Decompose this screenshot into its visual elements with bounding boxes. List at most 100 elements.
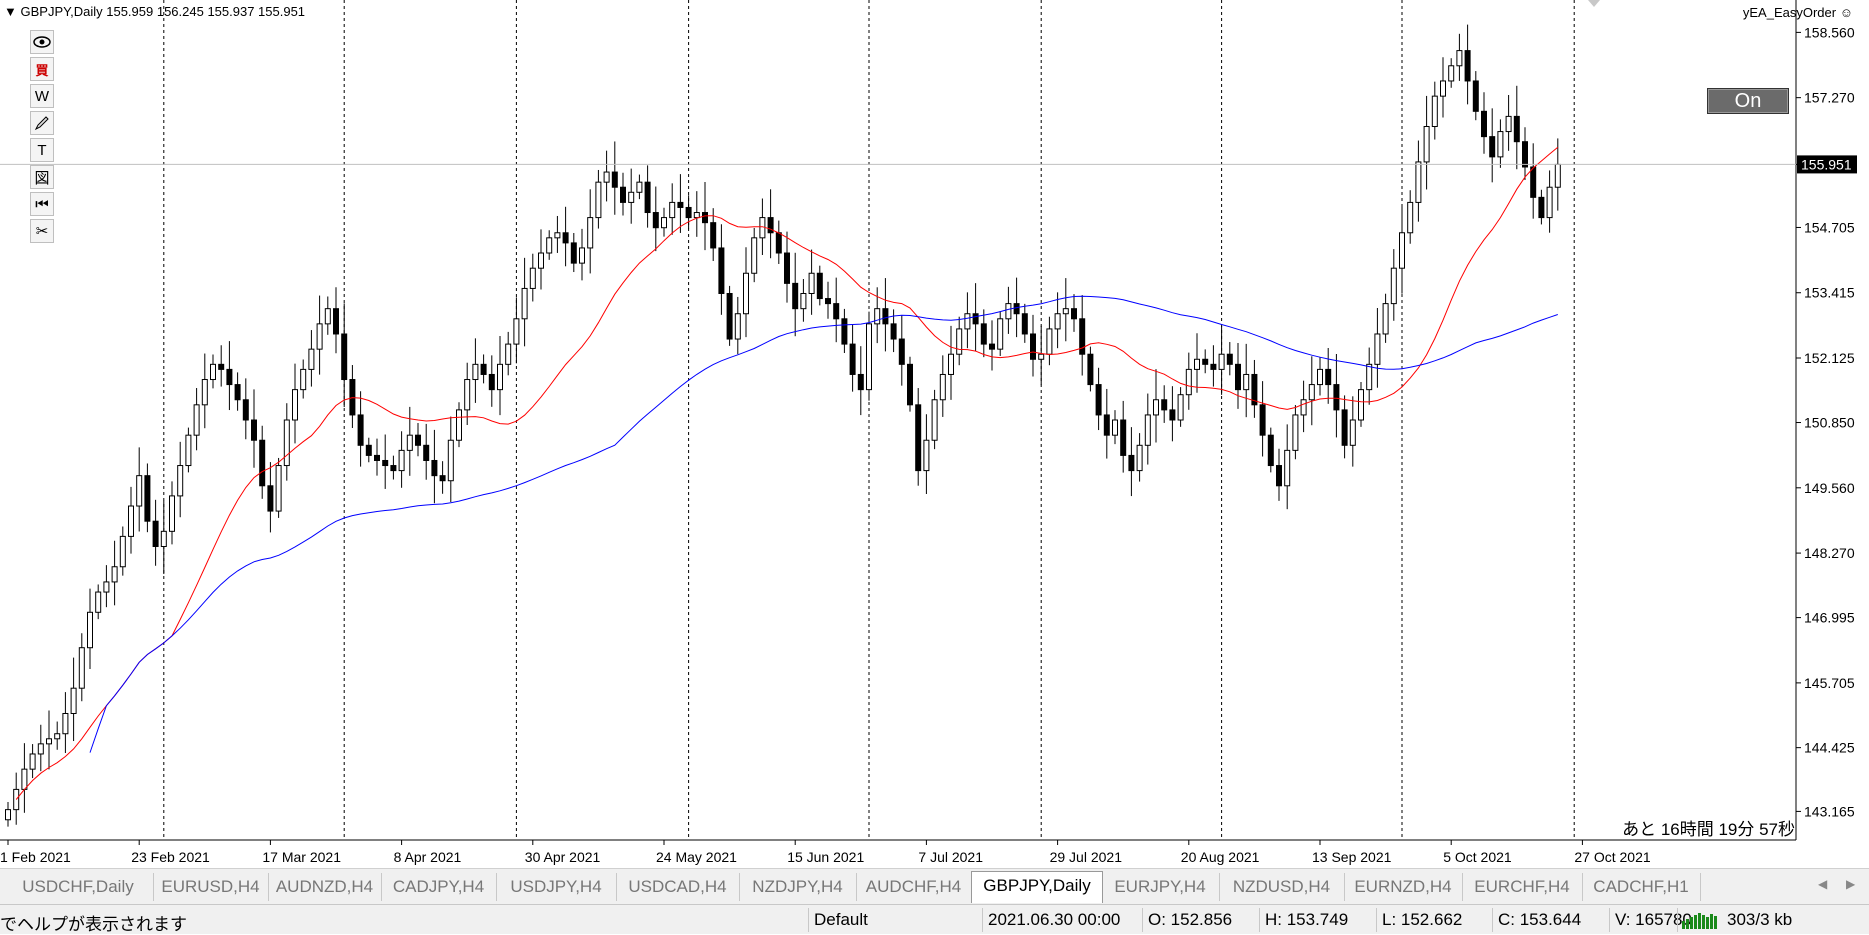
candle-body	[275, 465, 282, 512]
candle-body	[915, 404, 922, 472]
y-tick-label: 148.270	[1804, 545, 1855, 561]
chart-area[interactable]: 158.560 157.270 154.705 153.415 152.125 150.8…	[0, 0, 1869, 868]
candle-body	[497, 363, 503, 391]
text-icon[interactable]: T	[30, 138, 54, 162]
candle-body	[702, 212, 708, 224]
tab-eurnzd-h4[interactable]: EURNZD,H4	[1344, 873, 1463, 901]
tab-scroll-right-icon[interactable]: ▶	[1846, 877, 1856, 891]
w-icon[interactable]: W	[30, 84, 54, 108]
candle-body	[1554, 163, 1561, 188]
candle-body	[152, 520, 159, 548]
tab-cadjpy-h4[interactable]: CADJPY,H4	[381, 873, 497, 901]
tab-eurchf-h4[interactable]: EURCHF,H4	[1462, 873, 1583, 901]
candle-body	[816, 272, 823, 300]
ea-name: yEA_EasyOrder	[1742, 5, 1837, 20]
tab-nzdjpy-h4[interactable]: NZDJPY,H4	[739, 873, 857, 901]
candle-body	[1054, 313, 1061, 330]
current-price-label: 155.951	[1801, 156, 1852, 172]
candle-body	[1538, 196, 1545, 219]
ea-on-button[interactable]: On	[1707, 88, 1789, 114]
candle-body	[579, 247, 585, 264]
tab-scroll-left-icon[interactable]: ◀	[1818, 877, 1828, 891]
x-tick-label: 15 Jun 2021	[787, 849, 864, 865]
candle-body	[1358, 389, 1364, 421]
smiley-icon[interactable]: ☺	[1839, 5, 1853, 20]
candle-body	[218, 363, 225, 370]
price-chart[interactable]: 158.560 157.270 154.705 153.415 152.125 150.8…	[0, 0, 1869, 868]
tab-usdcad-h4[interactable]: USDCAD,H4	[616, 873, 740, 901]
candle-body	[529, 267, 536, 289]
candle-body	[447, 439, 454, 482]
candle-body	[29, 753, 36, 770]
candle-body	[1407, 201, 1414, 234]
candle-body	[1341, 409, 1348, 446]
candle-body	[521, 287, 528, 320]
x-tick-label: 8 Apr 2021	[394, 849, 462, 865]
candle-body	[1243, 373, 1250, 391]
help-text: でヘルプが表示されます	[0, 915, 187, 934]
status-open: O: 152.856	[1148, 910, 1233, 929]
y-tick-label: 146.995	[1804, 610, 1855, 626]
candle-body	[1194, 358, 1200, 370]
candle-body	[1079, 318, 1086, 355]
scissors-icon[interactable]: ✂	[30, 219, 54, 243]
candle-body	[1440, 80, 1446, 97]
tab-cadchf-h1[interactable]: CADCHF,H1	[1582, 873, 1701, 901]
collapse-triangle-icon[interactable]: ▼	[4, 4, 17, 19]
tab-audchf-h4[interactable]: AUDCHF,H4	[856, 873, 972, 901]
candle-body	[669, 201, 676, 219]
candle-body	[87, 611, 93, 649]
buy-icon[interactable]: 買	[30, 57, 54, 81]
candle-body	[898, 338, 905, 365]
tab-audnzd-h4[interactable]: AUDNZD,H4	[268, 873, 382, 901]
candle-body	[341, 333, 348, 381]
candle-body	[554, 232, 561, 239]
candle-body	[1464, 50, 1471, 82]
candle-body	[726, 292, 733, 340]
candle-body	[111, 566, 118, 583]
candle-body	[21, 768, 28, 790]
tab-eurjpy-h4[interactable]: EURJPY,H4	[1101, 873, 1220, 901]
candle-body	[1472, 80, 1479, 112]
candle-body	[365, 444, 372, 456]
status-bar: でヘルプが表示されます Default 2021.06.30 00:00 O: …	[0, 904, 1869, 934]
tab-gbpjpy-daily[interactable]: GBPJPY,Daily	[971, 871, 1103, 903]
candle-body	[890, 323, 897, 340]
candle-body	[1161, 399, 1168, 411]
candle-body	[472, 363, 479, 381]
candle-body	[636, 181, 643, 193]
candle-body	[874, 308, 881, 325]
candle-body	[251, 419, 257, 441]
candle-body	[620, 186, 626, 203]
eye-icon[interactable]	[30, 30, 54, 54]
candle-body	[103, 581, 110, 593]
pencil-icon[interactable]	[30, 111, 54, 135]
tab-usdchf-daily[interactable]: USDCHF,Daily	[3, 873, 154, 901]
tab-eurusd-h4[interactable]: EURUSD,H4	[153, 873, 269, 901]
candle-body	[1103, 414, 1110, 436]
tab-usdjpy-h4[interactable]: USDJPY,H4	[496, 873, 617, 901]
candle-body	[784, 252, 790, 284]
profile-name[interactable]: Default	[814, 910, 868, 929]
candle-body	[734, 313, 741, 340]
candle-body	[464, 379, 471, 411]
candle-body	[980, 323, 987, 345]
rewind-icon[interactable]: ⏮	[30, 192, 54, 216]
candle-body	[1251, 373, 1258, 406]
picture-icon[interactable]: 図	[30, 165, 54, 189]
candle-body	[710, 222, 717, 249]
x-tick-label: 17 Mar 2021	[262, 849, 341, 865]
tab-nzdusd-h4[interactable]: NZDUSD,H4	[1219, 873, 1345, 901]
candle-body	[677, 201, 684, 208]
candle-body	[1333, 384, 1340, 411]
candle-body	[923, 439, 930, 472]
candle-body	[792, 282, 799, 310]
candle-body	[1382, 303, 1389, 335]
x-tick-label: 27 Oct 2021	[1574, 849, 1650, 865]
connection-bars-icon[interactable]	[1682, 911, 1722, 929]
status-datetime: 2021.06.30 00:00	[988, 910, 1121, 929]
candle-body	[456, 409, 462, 441]
candle-body	[972, 313, 979, 325]
candle-body	[882, 308, 889, 325]
symbol-ohlc: GBPJPY,Daily 155.959 156.245 155.937 155…	[20, 4, 306, 19]
